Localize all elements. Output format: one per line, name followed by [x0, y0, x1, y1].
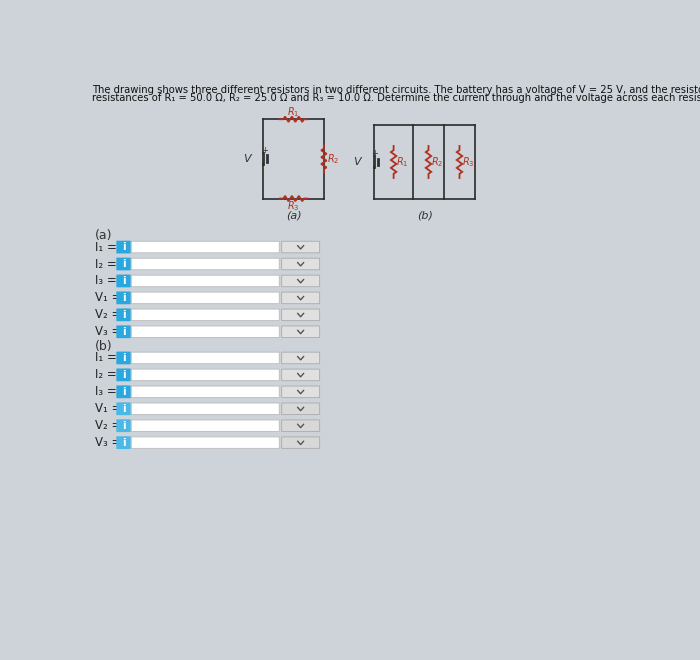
Text: I₃ =: I₃ = [95, 275, 117, 288]
Text: i: i [122, 387, 125, 397]
Text: $R_2$: $R_2$ [431, 155, 443, 169]
Text: V₁ =: V₁ = [95, 402, 122, 415]
Text: (b): (b) [95, 340, 113, 353]
FancyBboxPatch shape [281, 420, 320, 432]
Text: The drawing shows three different resistors in two different circuits. The batte: The drawing shows three different resist… [92, 84, 700, 94]
Text: i: i [122, 353, 125, 363]
Text: (b): (b) [416, 211, 433, 220]
Text: (a): (a) [286, 211, 302, 220]
FancyBboxPatch shape [281, 242, 320, 253]
Text: i: i [122, 438, 125, 447]
Text: I₁ =: I₁ = [95, 240, 117, 253]
Text: i: i [122, 420, 125, 431]
FancyBboxPatch shape [132, 420, 279, 432]
FancyBboxPatch shape [132, 352, 279, 364]
FancyBboxPatch shape [116, 325, 131, 338]
FancyBboxPatch shape [116, 419, 131, 432]
Text: i: i [122, 404, 125, 414]
FancyBboxPatch shape [132, 258, 279, 270]
FancyBboxPatch shape [132, 292, 279, 304]
Text: V₁ =: V₁ = [95, 291, 122, 304]
Text: $R_3$: $R_3$ [462, 155, 475, 169]
FancyBboxPatch shape [132, 275, 279, 286]
Text: V: V [244, 154, 251, 164]
Text: resistances of R₁ = 50.0 Ω, R₂ = 25.0 Ω and R₃ = 10.0 Ω. Determine the current t: resistances of R₁ = 50.0 Ω, R₂ = 25.0 Ω … [92, 93, 700, 103]
FancyBboxPatch shape [116, 292, 131, 304]
FancyBboxPatch shape [281, 352, 320, 364]
Text: $R_2$: $R_2$ [327, 152, 340, 166]
Text: I₃ =: I₃ = [95, 385, 117, 399]
FancyBboxPatch shape [132, 403, 279, 414]
FancyBboxPatch shape [132, 309, 279, 321]
FancyBboxPatch shape [116, 275, 131, 287]
FancyBboxPatch shape [132, 242, 279, 253]
FancyBboxPatch shape [281, 369, 320, 381]
Text: i: i [122, 242, 125, 252]
Text: I₂ =: I₂ = [95, 257, 117, 271]
Text: V: V [354, 156, 361, 166]
FancyBboxPatch shape [116, 308, 131, 321]
Text: (a): (a) [95, 229, 113, 242]
Text: I₂ =: I₂ = [95, 368, 117, 381]
FancyBboxPatch shape [281, 437, 320, 448]
FancyBboxPatch shape [116, 385, 131, 398]
Text: $R_1$: $R_1$ [396, 155, 408, 169]
FancyBboxPatch shape [116, 241, 131, 253]
FancyBboxPatch shape [132, 437, 279, 448]
FancyBboxPatch shape [281, 386, 320, 397]
FancyBboxPatch shape [281, 403, 320, 414]
Text: V₃ =: V₃ = [95, 325, 122, 339]
FancyBboxPatch shape [132, 369, 279, 381]
Text: +: + [372, 149, 379, 158]
Text: +: + [261, 147, 267, 155]
Text: I₁ =: I₁ = [95, 351, 117, 364]
FancyBboxPatch shape [132, 386, 279, 397]
Text: V₃ =: V₃ = [95, 436, 122, 449]
FancyBboxPatch shape [281, 292, 320, 304]
Text: i: i [122, 259, 125, 269]
FancyBboxPatch shape [116, 436, 131, 449]
FancyBboxPatch shape [116, 403, 131, 415]
FancyBboxPatch shape [281, 258, 320, 270]
Text: V₂ =: V₂ = [95, 419, 122, 432]
FancyBboxPatch shape [116, 352, 131, 364]
Text: i: i [122, 310, 125, 320]
FancyBboxPatch shape [281, 326, 320, 337]
FancyBboxPatch shape [116, 368, 131, 381]
Text: V₂ =: V₂ = [95, 308, 122, 321]
Text: i: i [122, 293, 125, 303]
Text: $R_1$: $R_1$ [288, 106, 300, 119]
FancyBboxPatch shape [116, 257, 131, 271]
Text: i: i [122, 276, 125, 286]
Text: $R_3$: $R_3$ [288, 199, 300, 213]
FancyBboxPatch shape [132, 326, 279, 337]
Text: i: i [122, 327, 125, 337]
FancyBboxPatch shape [281, 275, 320, 286]
FancyBboxPatch shape [281, 309, 320, 321]
Text: i: i [122, 370, 125, 380]
